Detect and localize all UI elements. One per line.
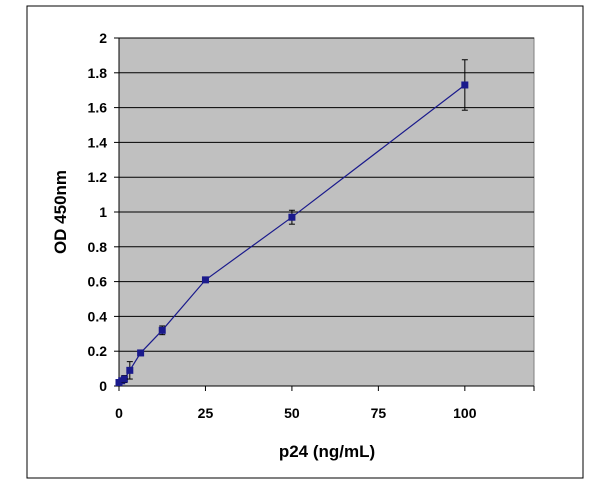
y-tick-label: 1.8: [88, 65, 108, 81]
y-tick-label: 0.4: [88, 308, 108, 324]
x-tick-label: 100: [453, 405, 477, 421]
y-axis-title: OD 450nm: [51, 170, 70, 254]
y-tick-label: 1: [99, 204, 107, 220]
data-point: [137, 349, 145, 357]
data-point: [201, 276, 209, 284]
y-tick-label: 0: [99, 378, 107, 394]
data-point: [288, 213, 296, 221]
y-tick-label: 1.2: [88, 169, 108, 185]
x-tick-label: 25: [198, 405, 214, 421]
data-point: [120, 375, 128, 383]
data-point: [126, 366, 134, 374]
y-tick-label: 2: [99, 30, 107, 46]
data-point: [158, 326, 166, 334]
y-tick-label: 0.2: [88, 343, 108, 359]
y-tick-label: 0.8: [88, 239, 108, 255]
x-tick-label: 50: [284, 405, 300, 421]
series: [115, 59, 469, 387]
x-tick-label: 0: [115, 405, 123, 421]
y-tick-label: 0.6: [88, 274, 108, 290]
tick-labels: 0 0.2 0.4 0.6 0.8 1 1.2 1.4 1.6 1.8 2 0 25 50 75 100: [88, 30, 477, 421]
x-axis-title: p24 (ng/mL): [279, 442, 375, 461]
axes: [114, 37, 535, 391]
y-tick-label: 1.4: [88, 134, 108, 150]
y-tick-label: 1.6: [88, 100, 108, 116]
x-tick-label: 75: [371, 405, 387, 421]
data-point: [461, 81, 469, 89]
